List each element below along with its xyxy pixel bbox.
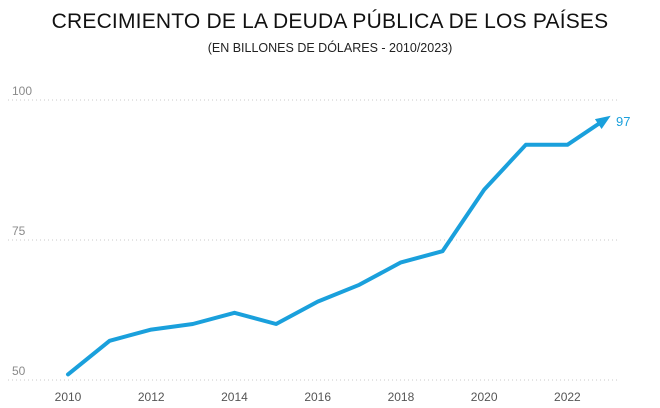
chart-title: CRECIMIENTO DE LA DEUDA PÚBLICA DE LOS P… [51, 10, 609, 33]
y-tick-label: 75 [12, 224, 26, 238]
x-tick-label: 2012 [138, 390, 165, 404]
x-axis-ticks: 2010 2012 2014 2016 2018 2020 2022 [55, 390, 581, 404]
x-tick-label: 2022 [554, 390, 581, 404]
x-tick-label: 2010 [55, 390, 82, 404]
arrow-head-icon [594, 115, 611, 129]
series-layer: 97 [66, 114, 630, 377]
end-value-label: 97 [616, 114, 630, 129]
gridlines [8, 99, 618, 381]
x-tick-label: 2020 [471, 390, 498, 404]
y-axis-ticks: 50 75 100 [12, 84, 32, 378]
y-tick-label: 50 [12, 364, 26, 378]
x-tick-label: 2016 [304, 390, 331, 404]
chart-subtitle: (EN BILLONES DE DÓLARES - 2010/2023) [207, 41, 453, 55]
series-line [66, 122, 601, 377]
y-tick-label: 100 [12, 84, 32, 98]
x-tick-label: 2018 [388, 390, 415, 404]
x-tick-label: 2014 [221, 390, 248, 404]
